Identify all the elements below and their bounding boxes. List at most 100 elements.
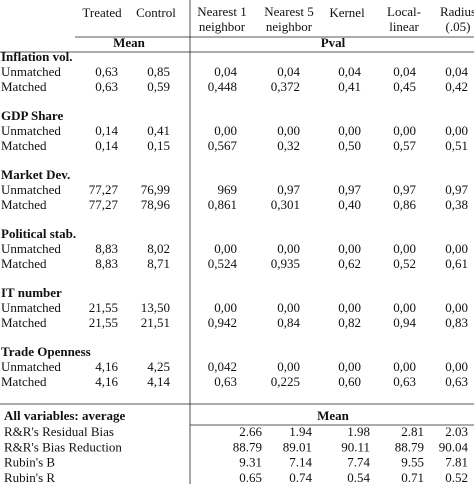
row-label: Unmatched <box>1 300 61 315</box>
cell: 0,448 <box>208 79 237 94</box>
cell: 4,16 <box>95 359 118 374</box>
row-label: R&R's Bias Reduction <box>4 439 122 454</box>
group-title: Trade Openness <box>1 344 91 359</box>
cell: 0,14 <box>95 138 118 153</box>
cell: 0.65 <box>239 470 262 484</box>
cell: 13,50 <box>141 300 170 315</box>
cell: 0,00 <box>393 123 416 138</box>
cell: 2.66 <box>239 424 262 439</box>
cell: 0,00 <box>214 241 237 256</box>
cell: 21,55 <box>89 315 118 330</box>
cell: 78,96 <box>141 197 171 212</box>
cell: 0,63 <box>95 64 118 79</box>
cell: 0,62 <box>338 256 361 271</box>
row-label: Unmatched <box>1 359 61 374</box>
cell: 0,63 <box>393 374 416 389</box>
column-header: (.05) <box>446 19 471 34</box>
cell: 0,38 <box>445 197 468 212</box>
row-label: Unmatched <box>1 241 61 256</box>
cell: 0.52 <box>445 470 468 484</box>
summary-title: All variables: average <box>4 408 126 423</box>
group-title: Market Dev. <box>1 167 70 182</box>
row-label: Unmatched <box>1 182 61 197</box>
row-label: Matched <box>1 256 47 271</box>
cell: 0,00 <box>338 300 361 315</box>
cell: 0,97 <box>393 182 416 197</box>
span-label: Mean <box>317 408 350 423</box>
row-label: Unmatched <box>1 123 61 138</box>
cell: 0,45 <box>393 79 416 94</box>
cell: 0,00 <box>277 359 300 374</box>
cell: 0,861 <box>208 197 237 212</box>
cell: 0,04 <box>445 64 468 79</box>
cell: 0,32 <box>277 138 300 153</box>
cell: 0,15 <box>147 138 170 153</box>
cell: 89.01 <box>283 439 312 454</box>
cell: 0,14 <box>95 123 118 138</box>
cell: 0,60 <box>338 374 361 389</box>
cell: 0,52 <box>393 256 416 271</box>
cell: 21,51 <box>141 315 170 330</box>
row-label: Rubin's R <box>4 470 55 484</box>
cell: 0,86 <box>393 197 416 212</box>
cell: 0,04 <box>277 64 300 79</box>
cell: 2.03 <box>445 424 468 439</box>
cell: 0,85 <box>147 64 170 79</box>
cell: 0.74 <box>289 470 312 484</box>
cell: 4,16 <box>95 374 118 389</box>
cell: 1.98 <box>347 424 370 439</box>
cell: 7.74 <box>347 455 370 470</box>
cell: 90.11 <box>341 439 370 454</box>
cell: 0,00 <box>393 359 416 374</box>
cell: 0,63 <box>95 79 118 94</box>
cell: 0,942 <box>208 315 237 330</box>
column-header: Control <box>136 5 176 20</box>
cell: 0,42 <box>445 79 468 94</box>
cell: 0,00 <box>214 300 237 315</box>
cell: 0,84 <box>277 315 300 330</box>
cell: 0,00 <box>277 123 300 138</box>
group-title: Political stab. <box>1 226 76 241</box>
cell: 0,935 <box>271 256 300 271</box>
cell: 0,61 <box>445 256 468 271</box>
cell: 8,83 <box>95 256 118 271</box>
cell: 88.79 <box>233 439 262 454</box>
cell: 0,00 <box>445 300 468 315</box>
group-title: GDP Share <box>1 108 63 123</box>
cell: 0,00 <box>445 123 468 138</box>
cell: 0,042 <box>208 359 237 374</box>
row-label: Matched <box>1 315 47 330</box>
cell: 0,00 <box>338 241 361 256</box>
cell: 0,41 <box>338 79 361 94</box>
cell: 0,00 <box>338 359 361 374</box>
cell: 7.81 <box>445 455 468 470</box>
cell: 0,00 <box>393 300 416 315</box>
cell: 0,63 <box>214 374 237 389</box>
span-label: Pval <box>321 35 346 50</box>
cell: 0,567 <box>208 138 238 153</box>
cell: 0,04 <box>214 64 237 79</box>
column-header: Nearest 1 <box>197 4 246 19</box>
row-label: Matched <box>1 374 47 389</box>
group-title: Inflation vol. <box>1 49 73 64</box>
cell: 0,04 <box>393 64 416 79</box>
column-header: Kernel <box>329 5 365 20</box>
row-label: Matched <box>1 138 47 153</box>
cell: 0,82 <box>338 315 361 330</box>
cell: 0,301 <box>271 197 300 212</box>
column-header: Treated <box>82 5 122 20</box>
cell: 0,83 <box>445 315 468 330</box>
cell: 0,59 <box>147 79 170 94</box>
group-title: IT number <box>1 285 62 300</box>
cell: 0,04 <box>338 64 361 79</box>
cell: 7.14 <box>289 455 312 470</box>
cell: 0,00 <box>338 123 361 138</box>
cell: 21,55 <box>89 300 118 315</box>
cell: 0,00 <box>445 359 468 374</box>
cell: 0,524 <box>208 256 238 271</box>
column-header: neighbor <box>266 19 313 34</box>
cell: 9.55 <box>401 455 424 470</box>
cell: 0,00 <box>445 241 468 256</box>
row-label: R&R's Residual Bias <box>4 424 114 439</box>
